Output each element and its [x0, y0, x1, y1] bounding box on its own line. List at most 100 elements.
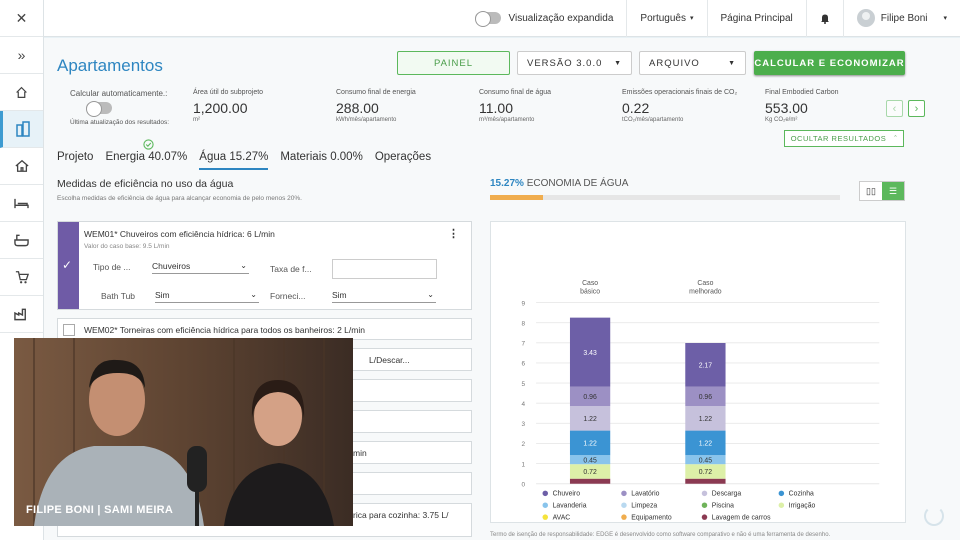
house-icon[interactable]	[0, 148, 43, 185]
water-consumption-chart: 0 1 2 3 4 5 6 7 8 9 Caso básico 0.72 0.45 1.22 1.22 0.96…	[490, 221, 906, 533]
home-page-link[interactable]: Página Principal	[706, 0, 806, 37]
data-label: 0.96	[583, 394, 597, 401]
user-menu[interactable]: Filipe Boni ▾	[842, 0, 960, 37]
caret-down-icon: ▾	[690, 15, 694, 22]
measure-checkbox[interactable]	[63, 324, 75, 336]
tab-operacoes[interactable]: Operações	[374, 151, 432, 163]
stat-value: 553.00	[765, 100, 808, 116]
bed-icon[interactable]	[0, 185, 43, 222]
stat-label: Final Embodied Carbon	[765, 89, 839, 96]
data-label: 0.45	[699, 457, 713, 464]
legend-label: Cozinha	[789, 491, 814, 498]
notifications-button[interactable]	[805, 0, 843, 37]
supplier-select[interactable]: Sim ⌄	[332, 290, 436, 303]
file-label: ARQUIVO	[649, 57, 700, 69]
bar-segment	[685, 464, 726, 479]
type-select[interactable]: Chuveiros ⌄	[152, 261, 249, 274]
chevron-right-icon[interactable]: ›	[908, 100, 925, 117]
close-icon[interactable]: ✕	[0, 0, 43, 37]
language-select[interactable]: Português ▾	[626, 0, 706, 37]
tab-bar: Projeto Energia 40.07% Água 15.27% Mater…	[57, 151, 443, 170]
savings-progress-fill	[490, 195, 544, 200]
columns-view-icon[interactable]: ▯▯	[866, 185, 876, 196]
bar-segment	[569, 464, 611, 479]
category-label: Caso	[697, 280, 713, 287]
legend-swatch	[778, 502, 785, 508]
auto-calc-block: Calcular automaticamente.: Última atuali…	[70, 89, 169, 126]
bar-segment	[569, 406, 611, 431]
data-label: 1.22	[583, 441, 597, 448]
data-label: 1.22	[699, 416, 713, 423]
legend-swatch	[621, 490, 627, 497]
data-label: 0.96	[699, 394, 713, 401]
bath-icon[interactable]	[0, 222, 43, 259]
legend-label: Equipamento	[631, 514, 672, 521]
cart-icon[interactable]	[0, 259, 43, 296]
legend-label: Lavagem de carros	[712, 514, 771, 521]
more-vertical-icon[interactable]: ⋮	[448, 228, 459, 240]
legend-label: AVAC	[553, 514, 571, 521]
chevron-down-icon: ⌄	[427, 290, 434, 299]
stat-value: 0.22	[622, 100, 650, 116]
bathtub-select[interactable]: Sim ⌄	[155, 290, 259, 303]
measure-title: min	[353, 448, 367, 458]
factory-icon[interactable]	[0, 296, 43, 333]
stat-energy: Consumo final de energia 288.00 kWh/mês/…	[336, 89, 416, 123]
stat-value: 11.00	[479, 100, 513, 116]
section-subtitle: Escolha medidas de eficiência de água pa…	[57, 195, 302, 202]
toggle-switch[interactable]	[474, 11, 501, 27]
expand-sidebar-icon[interactable]: »	[0, 37, 43, 74]
legend-label: Piscina	[712, 503, 734, 510]
tab-agua[interactable]: Água 15.27%	[199, 151, 269, 170]
expanded-view-label: Visualização expandida	[508, 12, 614, 24]
view-toggle: ▯▯ ☰	[859, 181, 905, 201]
savings-percent: 15.27%	[490, 178, 524, 189]
type-value: Chuveiros	[152, 261, 191, 271]
type-label: Tipo de ...	[93, 262, 131, 272]
bar-segment	[569, 430, 611, 456]
hide-results-button[interactable]: OCULTAR RESULTADOS ˆ	[784, 130, 904, 147]
data-label: 0.45	[583, 457, 597, 464]
rate-input[interactable]	[332, 259, 437, 279]
calculate-save-button[interactable]: CALCULAR E ECONOMIZAR	[754, 51, 905, 75]
chevron-up-icon: ˆ	[894, 134, 898, 143]
tab-projeto[interactable]: Projeto	[57, 151, 94, 163]
tab-materiais[interactable]: Materiais 0.00%	[280, 151, 363, 163]
stat-label: Emissões operacionais finais de CO₂	[622, 89, 738, 96]
expanded-view-toggle[interactable]: Visualização expandida	[462, 0, 627, 37]
y-tick-label: 0	[521, 481, 525, 488]
buildings-icon[interactable]	[0, 111, 43, 148]
legend-label: Limpeza	[631, 503, 657, 510]
chevron-left-icon[interactable]: ‹	[886, 100, 903, 117]
home-icon[interactable]	[0, 74, 43, 111]
caret-down-icon: ▼	[614, 59, 622, 67]
section-title: Medidas de eficiência no uso da água	[57, 178, 234, 190]
bar-segment	[569, 478, 611, 484]
savings-label: ECONOMIA DE ÁGUA	[526, 178, 629, 189]
measure-card-wem02: WEM02* Torneiras com eficiência hídrica …	[57, 318, 472, 340]
legend-label: Lavatório	[631, 491, 659, 498]
category-label: Caso	[582, 280, 598, 287]
panel-button[interactable]: PAINEL	[397, 51, 510, 75]
auto-calc-toggle[interactable]	[86, 101, 112, 117]
bar-segment	[685, 386, 726, 407]
data-label: 2.17	[699, 363, 713, 370]
bell-icon	[820, 14, 829, 24]
stat-water: Consumo final de água 11.00 m³/mês/apart…	[479, 89, 551, 123]
water-savings-heading: 15.27% ECONOMIA DE ÁGUA	[490, 178, 628, 189]
y-tick-label: 3	[521, 421, 525, 428]
file-select[interactable]: ARQUIVO ▼	[639, 51, 746, 75]
list-view-icon[interactable]: ☰	[882, 182, 904, 200]
logo-watermark-icon	[924, 506, 944, 526]
category-label: básico	[580, 288, 600, 295]
version-select[interactable]: VERSÃO 3.0.0 ▼	[517, 51, 632, 75]
legend-swatch	[542, 490, 548, 497]
bar-segment	[685, 455, 726, 465]
legend-swatch	[778, 490, 785, 497]
bathtub-value: Sim	[155, 290, 170, 300]
check-icon: ✓	[62, 258, 73, 272]
y-tick-label: 1	[521, 461, 525, 468]
selected-indicator[interactable]: ✓	[58, 222, 79, 309]
y-tick-label: 2	[521, 441, 525, 448]
tab-energia[interactable]: Energia 40.07%	[105, 151, 188, 163]
